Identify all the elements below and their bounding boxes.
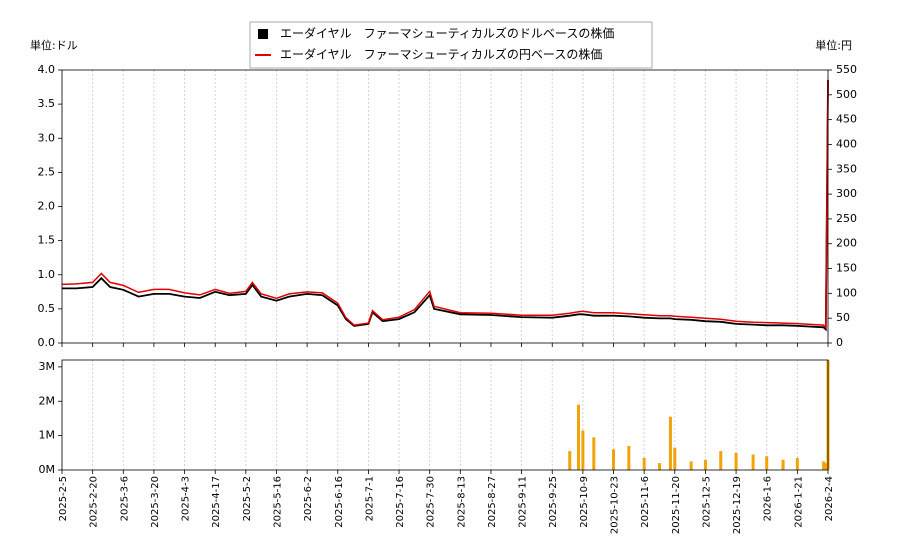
y-axis-label: 単位:ドル: [30, 38, 78, 52]
volume-bar: [795, 457, 799, 470]
volume-bar: [703, 459, 707, 470]
volume-bar: [751, 454, 755, 470]
y2-tick-label: 100: [836, 286, 857, 299]
y-tick-label: 0.5: [38, 302, 56, 315]
y2-tick-label: 200: [836, 237, 857, 250]
x-tick-label: 2025-9-11: [518, 476, 529, 528]
legend-box: [249, 21, 653, 69]
x-tick-label: 2025-3-20: [150, 476, 161, 528]
x-tick-label: 2025-6-16: [334, 476, 345, 528]
x-tick-label: 2025-3-6: [119, 476, 130, 521]
volume-bar: [612, 449, 616, 470]
y-tick-label: 3.5: [38, 97, 56, 110]
volume-bar: [734, 452, 738, 470]
x-tick-label: 2025-2-20: [89, 476, 100, 528]
price-line: [61, 79, 829, 330]
y-tick-label: 3M: [39, 360, 56, 373]
volume-bar: [657, 463, 661, 470]
y2-tick-label: 250: [836, 212, 857, 225]
volume-bar: [592, 437, 596, 470]
x-tick-label: 2025-8-13: [456, 476, 467, 528]
legend-label: エーダイヤル ファーマシューティカルズの円ベースの株価: [280, 47, 602, 62]
plot-frame: [61, 69, 829, 344]
x-tick-label: 2025-10-23: [610, 476, 621, 534]
x-tick-label: 2025-11-6: [640, 476, 651, 528]
x-tick-label: 2025-4-17: [211, 476, 222, 528]
volume-bar: [673, 447, 677, 470]
volume-bar: [627, 445, 631, 470]
volume-bar: [765, 456, 769, 470]
x-tick-label: 2026-1-21: [793, 476, 804, 528]
y2-tick-label: 550: [836, 63, 857, 76]
volume-bar: [719, 451, 723, 470]
y-tick-label: 2.0: [38, 200, 56, 213]
volume-bar: [781, 459, 785, 470]
x-tick-label: 2025-2-5: [58, 476, 69, 521]
x-tick-label: 2025-4-3: [181, 476, 192, 521]
x-tick-label: 2026-2-4: [824, 476, 835, 521]
volume-bar: [577, 404, 581, 470]
y-tick-label: 2M: [39, 394, 56, 407]
plot-frame: [61, 359, 829, 471]
y-tick-label: 0.0: [38, 336, 56, 349]
y-tick-label: 4.0: [38, 63, 56, 76]
y2-tick-label: 300: [836, 187, 857, 200]
legend-swatch: [258, 29, 268, 39]
y-tick-label: 0M: [39, 463, 56, 476]
y-tick-label: 1.5: [38, 234, 56, 247]
volume-bar: [581, 430, 585, 470]
x-tick-label: 2025-7-30: [426, 476, 437, 528]
volume-bar: [689, 461, 693, 470]
x-tick-label: 2025-6-2: [303, 476, 314, 521]
price-line: [62, 80, 829, 332]
y2-tick-label: 400: [836, 137, 857, 150]
legend-label: エーダイヤル ファーマシューティカルズのドルベースの株価: [280, 26, 614, 41]
y-tick-label: 1M: [39, 429, 56, 442]
x-tick-label: 2025-12-5: [701, 476, 712, 528]
x-tick-label: 2025-5-16: [272, 476, 283, 528]
volume-bar: [824, 463, 828, 470]
volume-bar: [822, 461, 826, 470]
y-tick-label: 3.0: [38, 131, 56, 144]
x-tick-label: 2025-7-16: [395, 476, 406, 528]
x-tick-label: 2025-12-19: [732, 476, 743, 534]
y2-tick-label: 450: [836, 113, 857, 126]
volume-bar: [668, 416, 672, 470]
x-tick-label: 2026-1-6: [763, 476, 774, 521]
x-tick-label: 2025-7-1: [364, 476, 375, 521]
x-tick-label: 2025-8-27: [487, 476, 498, 528]
y2-tick-label: 50: [836, 311, 850, 324]
y-tick-label: 2.5: [38, 165, 56, 178]
y-tick-label: 1.0: [38, 268, 56, 281]
volume-bar: [568, 451, 572, 470]
y2-axis-label: 単位:円: [815, 38, 852, 52]
volume-bar: [642, 457, 646, 470]
y2-tick-label: 350: [836, 162, 857, 175]
x-tick-label: 2025-9-25: [548, 476, 559, 528]
x-tick-label: 2025-11-20: [671, 476, 682, 534]
x-tick-label: 2025-5-2: [242, 476, 253, 521]
x-tick-label: 2025-10-9: [579, 476, 590, 528]
y2-tick-label: 500: [836, 88, 857, 101]
y2-tick-label: 0: [836, 336, 843, 349]
y2-tick-label: 150: [836, 262, 857, 275]
